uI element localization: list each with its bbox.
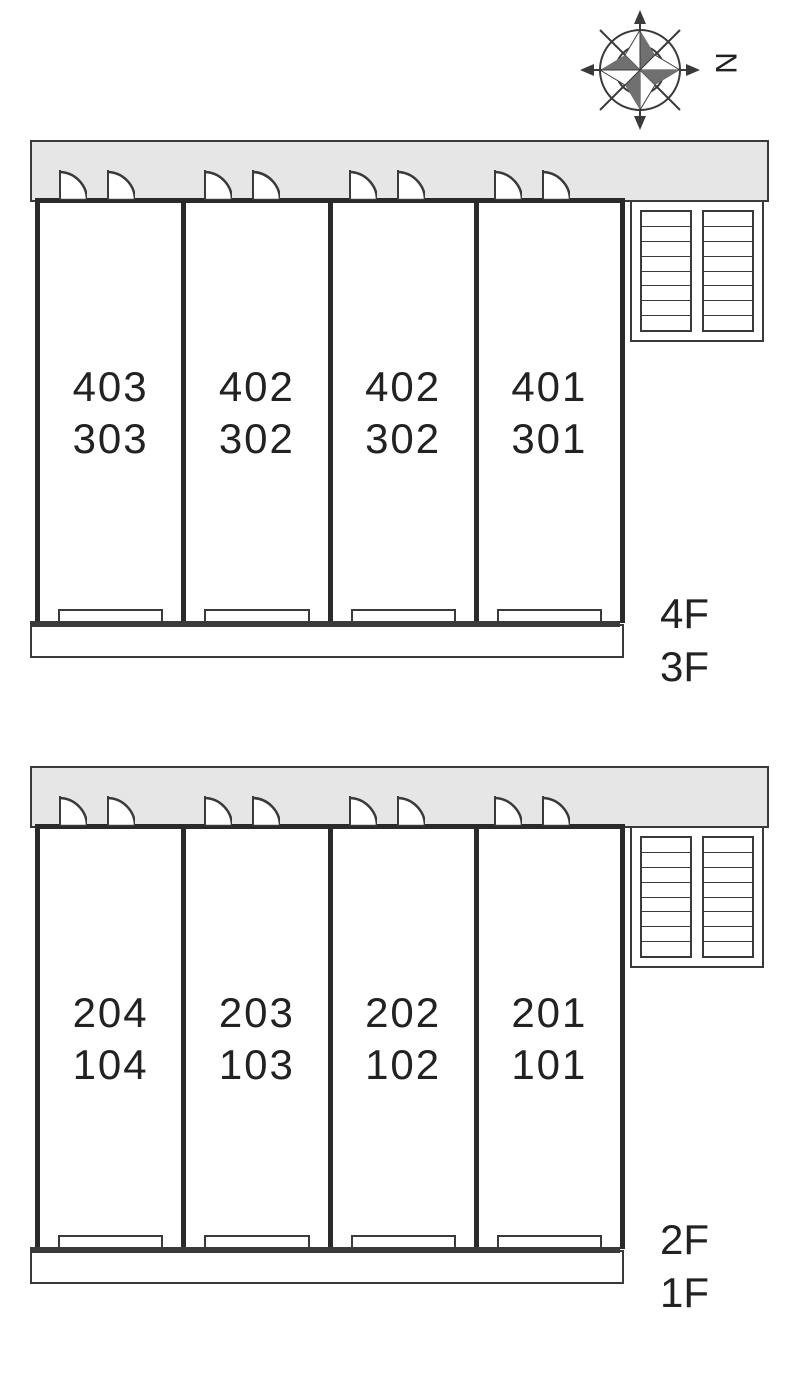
door-icon (397, 794, 425, 826)
floor-label-lower: 3F (660, 641, 709, 694)
stairs-icon (630, 826, 764, 968)
door-icon (204, 794, 232, 826)
door-icon (59, 794, 87, 826)
floor-label: 2F1F (660, 1214, 709, 1319)
unit-cell: 204104 (40, 829, 181, 1249)
units-row: 403303402302402302401301 (35, 198, 625, 623)
rail-line (30, 1247, 620, 1253)
room-number-upper: 403 (73, 361, 149, 414)
room-number-upper: 401 (511, 361, 587, 414)
door-icon (107, 794, 135, 826)
room-number-lower: 302 (365, 413, 441, 466)
room-number-upper: 402 (219, 361, 295, 414)
door-icon (252, 168, 280, 200)
floor-label-upper: 4F (660, 588, 709, 641)
unit-cell: 402302 (328, 203, 474, 623)
rail-line (30, 621, 620, 627)
compass-icon (580, 10, 700, 130)
door-icon (59, 168, 87, 200)
room-number-lower: 104 (73, 1039, 149, 1092)
room-number-upper: 203 (219, 987, 295, 1040)
room-number-lower: 103 (219, 1039, 295, 1092)
floor-label-lower: 1F (660, 1267, 709, 1320)
floor-label: 4F3F (660, 588, 709, 693)
room-number-lower: 101 (511, 1039, 587, 1092)
floorplan-canvas: N 4033034023024023024013014F3F2041042031… (0, 0, 800, 1381)
floor-block: 4033034023024023024013014F3F (0, 140, 800, 700)
room-number-lower: 302 (219, 413, 295, 466)
door-icon (542, 168, 570, 200)
room-number-upper: 201 (511, 987, 587, 1040)
room-number-lower: 102 (365, 1039, 441, 1092)
door-icon (252, 794, 280, 826)
room-number-lower: 301 (511, 413, 587, 466)
floor-label-upper: 2F (660, 1214, 709, 1267)
unit-cell: 402302 (181, 203, 327, 623)
door-icon (542, 794, 570, 826)
room-number-upper: 402 (365, 361, 441, 414)
unit-cell: 201101 (474, 829, 620, 1249)
door-icon (107, 168, 135, 200)
unit-cell: 202102 (328, 829, 474, 1249)
door-icon (349, 168, 377, 200)
room-number-lower: 303 (73, 413, 149, 466)
unit-cell: 203103 (181, 829, 327, 1249)
door-icon (494, 794, 522, 826)
balcony (30, 1250, 624, 1284)
door-icon (397, 168, 425, 200)
door-icon (204, 168, 232, 200)
room-number-upper: 202 (365, 987, 441, 1040)
units-row: 204104203103202102201101 (35, 824, 625, 1249)
door-icon (349, 794, 377, 826)
unit-cell: 403303 (40, 203, 181, 623)
floor-block: 2041042031032021022011012F1F (0, 766, 800, 1326)
stairs-icon (630, 200, 764, 342)
north-label: N (708, 52, 742, 74)
door-icon (494, 168, 522, 200)
balcony (30, 624, 624, 658)
room-number-upper: 204 (73, 987, 149, 1040)
unit-cell: 401301 (474, 203, 620, 623)
